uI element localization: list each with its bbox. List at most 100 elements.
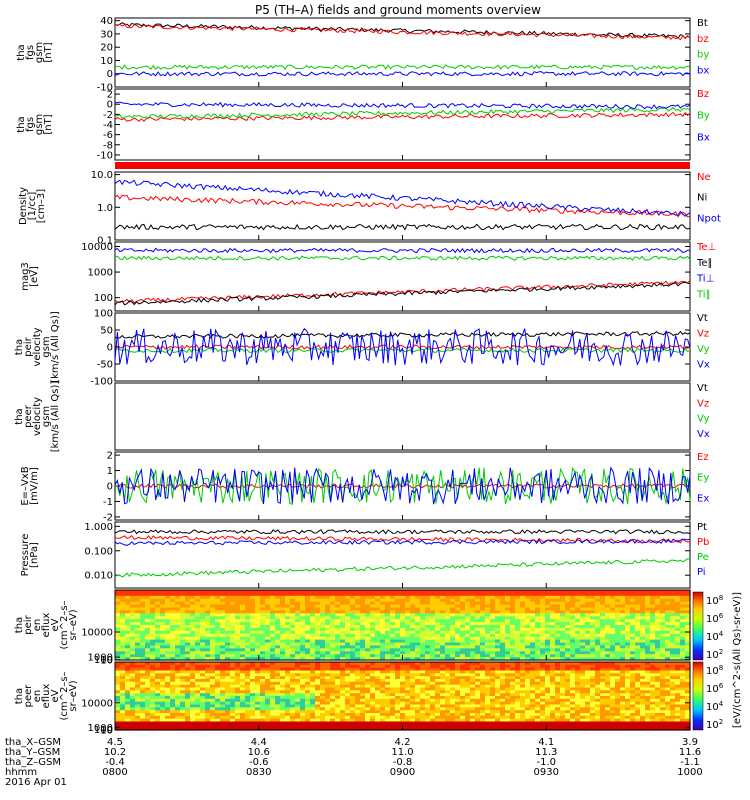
heatmap-cell (285, 633, 291, 638)
heatmap-cell (315, 607, 321, 611)
heatmap-cell (160, 604, 166, 609)
heatmap-cell (265, 604, 271, 609)
heatmap-cell (285, 601, 291, 606)
heatmap-cell (585, 610, 591, 614)
heatmap-cell (235, 636, 241, 641)
heatmap-cell (160, 625, 166, 629)
heatmap-cell (395, 636, 401, 641)
heatmap-cell (265, 664, 271, 669)
heatmap-cell (500, 679, 506, 683)
ylabel-line: velocity (32, 327, 43, 366)
heatmap-cell (195, 664, 201, 669)
heatmap-cell (475, 627, 481, 632)
heatmap-cell (255, 654, 261, 658)
heatmap-cell (620, 590, 626, 594)
heatmap-cell (280, 707, 286, 711)
heatmap-cell (440, 613, 446, 617)
heatmap-cell (675, 639, 681, 644)
heatmap-cell (585, 654, 591, 658)
heatmap-cell (325, 625, 331, 629)
heatmap-cell (685, 616, 691, 620)
heatmap-cell (120, 592, 126, 597)
heatmap-cell (205, 727, 211, 731)
heatmap-cell (470, 662, 476, 666)
heatmap-cell (220, 664, 226, 669)
heatmap-cell (175, 654, 181, 658)
heatmap-cell (665, 610, 671, 614)
heatmap-cell (220, 592, 226, 597)
heatmap-cell (230, 642, 236, 646)
heatmap-cell (480, 601, 486, 606)
heatmap-cell (190, 696, 196, 700)
heatmap-cell (635, 648, 641, 652)
heatmap-cell (420, 698, 426, 703)
heatmap-cell (115, 592, 121, 597)
heatmap-cell (625, 636, 631, 641)
heatmap-cell (230, 693, 236, 697)
heatmap-cell (485, 619, 491, 623)
heatmap-cell (145, 651, 151, 655)
heatmap-cell (675, 590, 681, 594)
heatmap-cell (170, 724, 176, 728)
heatmap-cell (150, 693, 156, 697)
heatmap-cell (135, 679, 141, 683)
heatmap-cell (390, 619, 396, 623)
heatmap-cell (220, 651, 226, 655)
series-line-Ne (114, 194, 691, 218)
heatmap-cell (335, 727, 341, 731)
heatmap-cell (305, 636, 311, 641)
heatmap-cell (520, 701, 526, 706)
heatmap-cell (465, 645, 471, 649)
heatmap-cell (300, 642, 306, 646)
heatmap-cell (475, 662, 481, 666)
heatmap-cell (185, 598, 191, 603)
heatmap-cell (500, 592, 506, 597)
heatmap-cell (685, 648, 691, 652)
heatmap-cell (250, 713, 256, 717)
heatmap-cell (500, 670, 506, 674)
heatmap-cell (235, 721, 241, 725)
heatmap-cell (405, 690, 411, 694)
heatmap-cell (355, 654, 361, 658)
heatmap-cell (360, 693, 366, 697)
heatmap-cell (295, 601, 301, 606)
heatmap-cell (165, 642, 171, 646)
ylabel-line: [km/s (All Qs)] (50, 311, 61, 383)
heatmap-cell (115, 718, 121, 723)
heatmap-cell (345, 704, 351, 708)
heatmap-cell (350, 590, 356, 594)
heatmap-cell (620, 633, 626, 638)
heatmap-cell (395, 648, 401, 652)
heatmap-cell (295, 710, 301, 714)
heatmap-cell (210, 645, 216, 649)
heatmap-cell (230, 592, 236, 597)
heatmap-cell (400, 651, 406, 655)
heatmap-cell (580, 633, 586, 638)
heatmap-cell (325, 690, 331, 694)
heatmap-cell (560, 590, 566, 594)
heatmap-cell (150, 715, 156, 720)
heatmap-cell (440, 698, 446, 703)
heatmap-cell (640, 645, 646, 649)
heatmap-cell (335, 625, 341, 629)
heatmap-cell (500, 718, 506, 723)
heatmap-cell (120, 664, 126, 669)
heatmap-cell (410, 681, 416, 686)
heatmap-cell (365, 670, 371, 674)
heatmap-cell (570, 642, 576, 646)
heatmap-cell (535, 622, 541, 626)
heatmap-cell (260, 681, 266, 686)
heatmap-cell (140, 724, 146, 728)
heatmap-cell (190, 690, 196, 694)
heatmap-cell (370, 654, 376, 658)
heatmap-cell (195, 693, 201, 697)
heatmap-cell (470, 670, 476, 674)
heatmap-cell (420, 724, 426, 728)
heatmap-cell (275, 627, 281, 632)
heatmap-cell (410, 715, 416, 720)
heatmap-cell (185, 687, 191, 691)
heatmap-cell (475, 727, 481, 731)
heatmap-cell (250, 707, 256, 711)
heatmap-cell (285, 681, 291, 686)
heatmap-cell (150, 607, 156, 611)
